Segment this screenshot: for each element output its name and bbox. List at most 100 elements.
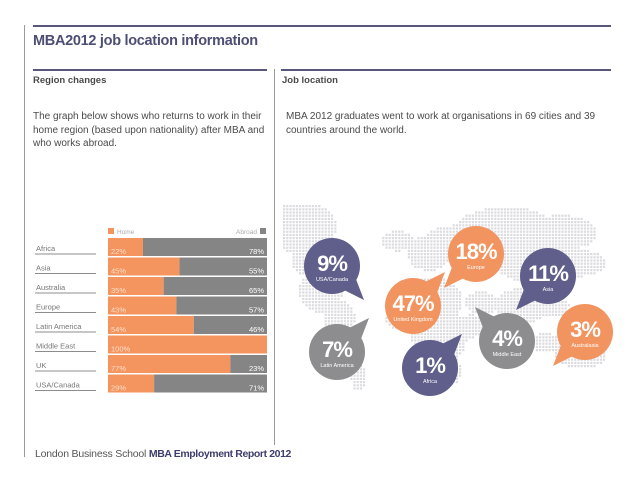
map-dot bbox=[334, 297, 337, 300]
map-dot bbox=[427, 262, 430, 265]
map-dot bbox=[478, 224, 481, 227]
map-dot bbox=[539, 221, 542, 224]
map-dot bbox=[299, 243, 302, 246]
map-dot bbox=[455, 352, 458, 355]
map-dot bbox=[462, 224, 465, 227]
map-dot bbox=[311, 297, 314, 300]
map-dot bbox=[455, 377, 458, 380]
map-dot bbox=[446, 233, 449, 236]
map-dot bbox=[427, 333, 430, 336]
map-dot bbox=[318, 211, 321, 214]
map-dot bbox=[577, 237, 580, 240]
map-dot bbox=[590, 253, 593, 256]
map-dot bbox=[513, 265, 516, 268]
map-dot bbox=[535, 243, 538, 246]
map-dot bbox=[321, 237, 324, 240]
map-dot bbox=[571, 233, 574, 236]
map-dot bbox=[465, 320, 468, 323]
map-dot bbox=[334, 320, 337, 323]
bubble-label: Middle East bbox=[493, 352, 522, 358]
map-dot bbox=[574, 221, 577, 224]
map-dot bbox=[507, 240, 510, 243]
map-dot bbox=[542, 221, 545, 224]
map-dot bbox=[593, 230, 596, 233]
map-dot bbox=[564, 217, 567, 220]
map-dot bbox=[308, 208, 311, 211]
bubble-label: Africa bbox=[423, 379, 438, 385]
map-dot bbox=[523, 237, 526, 240]
map-dot bbox=[583, 237, 586, 240]
map-dot bbox=[414, 243, 417, 246]
map-dot bbox=[564, 307, 567, 310]
map-dot bbox=[590, 233, 593, 236]
map-dot bbox=[510, 208, 513, 211]
map-dot bbox=[439, 285, 442, 288]
map-dot bbox=[548, 349, 551, 352]
map-dot bbox=[420, 256, 423, 259]
map-dot bbox=[593, 253, 596, 256]
map-dot bbox=[417, 240, 420, 243]
map-dot bbox=[302, 217, 305, 220]
map-dot bbox=[593, 272, 596, 275]
map-dot bbox=[459, 294, 462, 297]
map-dot bbox=[587, 361, 590, 364]
map-dot bbox=[318, 304, 321, 307]
map-dot bbox=[340, 291, 343, 294]
map-dot bbox=[327, 221, 330, 224]
map-dot bbox=[331, 233, 334, 236]
map-dot bbox=[459, 227, 462, 230]
map-dot bbox=[295, 256, 298, 259]
map-dot bbox=[430, 262, 433, 265]
map-dot bbox=[337, 301, 340, 304]
map-dot bbox=[500, 269, 503, 272]
map-dot bbox=[593, 361, 596, 364]
map-dot bbox=[321, 304, 324, 307]
map-dot bbox=[289, 233, 292, 236]
map-dot bbox=[481, 217, 484, 220]
map-dot bbox=[420, 259, 423, 262]
map-dot bbox=[308, 205, 311, 208]
map-dot bbox=[292, 211, 295, 214]
map-dot bbox=[567, 214, 570, 217]
map-dot bbox=[420, 243, 423, 246]
map-dot bbox=[295, 205, 298, 208]
map-dot bbox=[526, 221, 529, 224]
map-dot bbox=[551, 227, 554, 230]
map-dot bbox=[587, 262, 590, 265]
map-dot bbox=[571, 256, 574, 259]
map-dot bbox=[308, 211, 311, 214]
map-dot bbox=[327, 317, 330, 320]
map-dot bbox=[577, 275, 580, 278]
map-dot bbox=[318, 294, 321, 297]
map-dot bbox=[289, 224, 292, 227]
map-dot bbox=[289, 243, 292, 246]
map-dot bbox=[427, 240, 430, 243]
map-dot bbox=[356, 371, 359, 374]
map-dot bbox=[302, 208, 305, 211]
map-dot bbox=[567, 221, 570, 224]
map-dot bbox=[295, 214, 298, 217]
map-dot bbox=[526, 217, 529, 220]
map-dot bbox=[491, 304, 494, 307]
map-dot bbox=[507, 217, 510, 220]
map-dot bbox=[494, 217, 497, 220]
map-dot bbox=[411, 256, 414, 259]
map-dot bbox=[587, 221, 590, 224]
map-dot bbox=[507, 214, 510, 217]
map-dot bbox=[299, 227, 302, 230]
map-dot bbox=[334, 304, 337, 307]
map-dot bbox=[503, 269, 506, 272]
map-dot bbox=[561, 301, 564, 304]
map-dot bbox=[324, 307, 327, 310]
map-dot bbox=[305, 297, 308, 300]
map-dot bbox=[529, 243, 532, 246]
map-dot bbox=[516, 288, 519, 291]
map-dot bbox=[443, 304, 446, 307]
map-dot bbox=[574, 224, 577, 227]
map-dot bbox=[324, 224, 327, 227]
map-dot bbox=[574, 361, 577, 364]
map-dot bbox=[587, 249, 590, 252]
map-dot bbox=[299, 265, 302, 268]
map-dot bbox=[494, 208, 497, 211]
map-dot bbox=[551, 230, 554, 233]
